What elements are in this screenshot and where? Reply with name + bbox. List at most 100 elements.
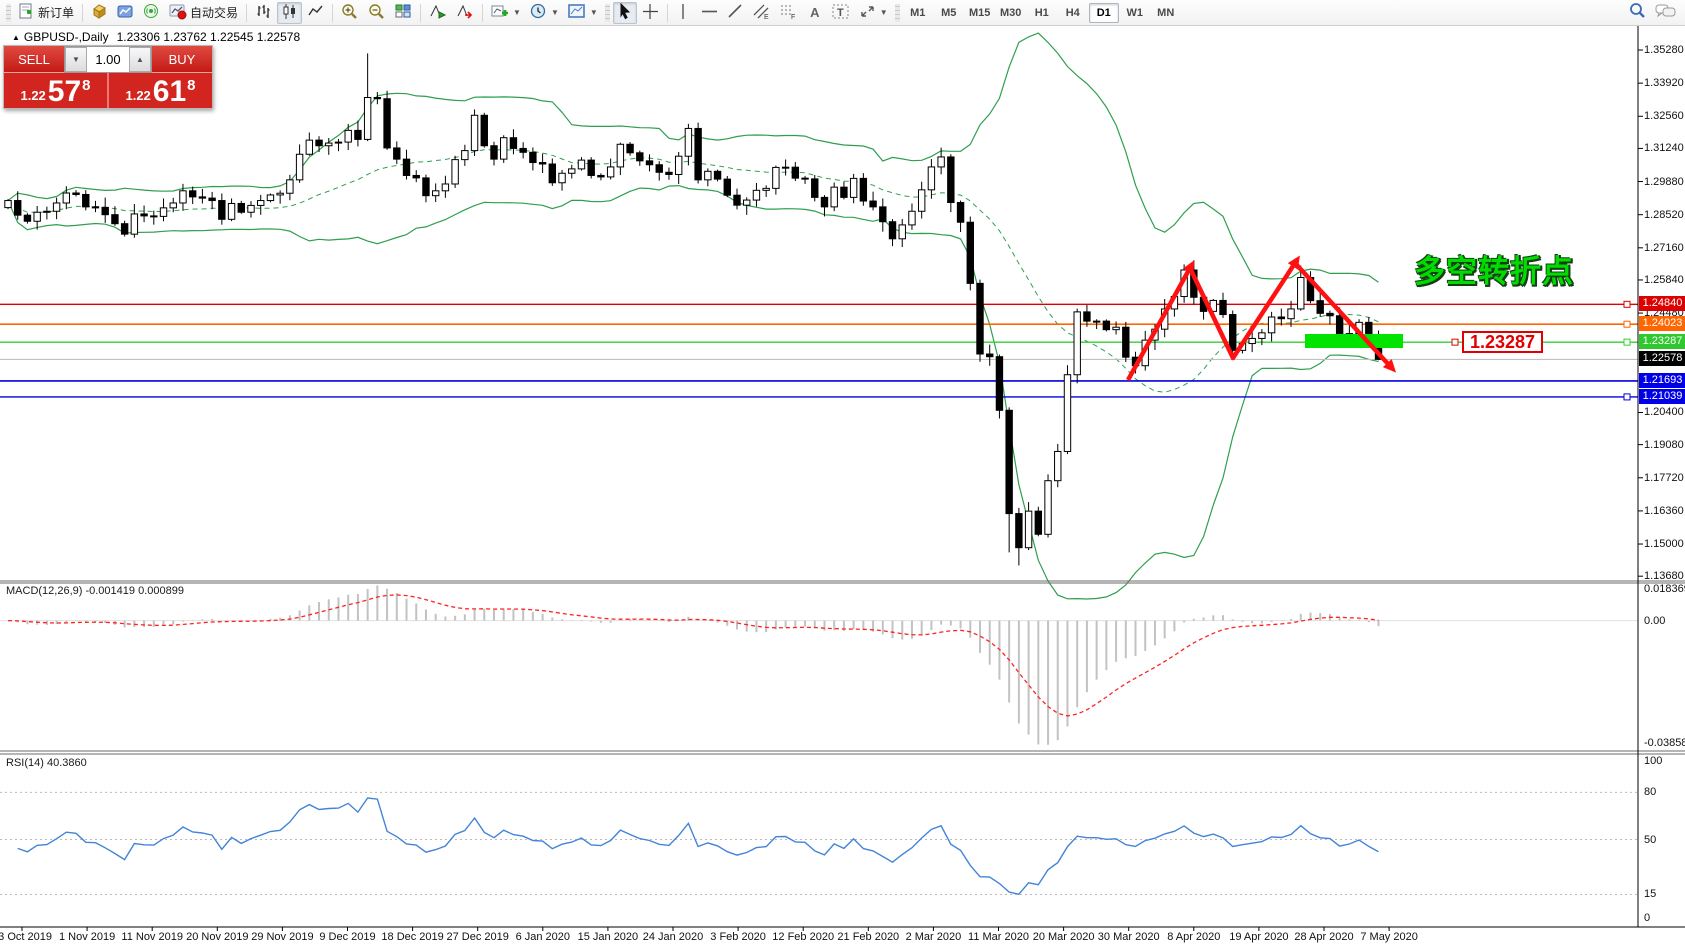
collapse-arrow[interactable]: ▲ — [12, 33, 20, 42]
separator — [82, 3, 84, 22]
svg-text:F: F — [791, 14, 795, 20]
line-chart-button[interactable] — [303, 2, 328, 24]
volume-up-button[interactable]: ▲ — [129, 47, 151, 72]
sell-price-big: 57 — [47, 75, 82, 108]
vertical-line-button[interactable] — [672, 2, 696, 24]
buy-price[interactable]: 1.22 61 8 — [109, 73, 212, 108]
separator — [246, 3, 248, 22]
chart-title: ▲ GBPUSD-,Daily 1.23306 1.23762 1.22545 1.… — [12, 30, 300, 44]
text-button[interactable]: A — [803, 2, 827, 24]
sell-price[interactable]: 1.22 57 8 — [4, 73, 107, 108]
candlestick-button[interactable] — [277, 1, 303, 24]
arrows-icon — [859, 3, 876, 23]
market-watch-button[interactable] — [87, 2, 112, 24]
bar-chart-icon — [255, 3, 272, 23]
tf-mn[interactable]: MN — [1157, 6, 1175, 19]
zoom-in-icon — [341, 3, 359, 23]
periods-icon — [530, 3, 547, 23]
tf-h4[interactable]: H4 — [1065, 6, 1080, 19]
svg-text:E: E — [764, 14, 769, 20]
crosshair-icon — [642, 3, 659, 23]
tf-m1[interactable]: M1 — [910, 6, 926, 19]
sell-price-sup: 8 — [82, 77, 91, 94]
trend-arrow-object[interactable] — [1126, 266, 1192, 382]
trendline-button[interactable] — [723, 2, 748, 24]
tf-m5[interactable]: M5 — [941, 6, 957, 19]
vertical-line-icon — [677, 3, 690, 23]
autotrading-button[interactable]: 自动交易 — [165, 2, 242, 24]
price-callout-box[interactable]: 1.23287 — [1462, 331, 1543, 353]
separator — [332, 3, 334, 22]
volume-input[interactable] — [87, 47, 129, 72]
cursor-icon — [617, 2, 632, 23]
zoom-out-button[interactable] — [364, 2, 390, 24]
tile-windows-button[interactable] — [391, 2, 416, 24]
tf-m15[interactable]: M15 — [969, 6, 991, 19]
templates-button[interactable]: ▼ — [564, 2, 602, 24]
dropdown-caret: ▼ — [589, 8, 598, 17]
data-window-button[interactable] — [113, 2, 138, 24]
buy-price-small: 1.22 — [125, 88, 151, 103]
equidistant-channel-icon: E — [753, 3, 771, 23]
symbol-period: GBPUSD-,Daily — [23, 30, 109, 44]
fibonacci-icon: F — [780, 3, 798, 23]
volume-down-button[interactable]: ▼ — [65, 47, 87, 72]
volume-spinner: ▼ ▲ — [64, 46, 152, 73]
sell-button[interactable]: SELL — [4, 46, 64, 73]
toolbar-grip[interactable] — [6, 3, 11, 22]
trend-arrow-object[interactable] — [1293, 261, 1392, 368]
data-window-icon — [117, 3, 134, 23]
green-rectangle-object[interactable] — [1305, 334, 1403, 348]
buy-price-sup: 8 — [187, 77, 196, 94]
ohlc-values: 1.23306 1.23762 1.22545 1.22578 — [116, 30, 301, 44]
tf-w1[interactable]: W1 — [1126, 6, 1143, 19]
tf-m30[interactable]: M30 — [1000, 6, 1022, 19]
new-order-label: 新订单 — [38, 6, 75, 20]
trend-arrow-object[interactable] — [1187, 261, 1297, 361]
bar-chart-button[interactable] — [251, 2, 276, 24]
auto-scroll-icon — [429, 3, 447, 23]
dropdown-caret: ▼ — [513, 8, 521, 17]
horizontal-line-icon — [701, 3, 718, 23]
chat-button[interactable] — [1651, 2, 1681, 24]
text-icon: A — [810, 5, 820, 20]
chart-shift-button[interactable] — [452, 2, 478, 24]
crosshair-button[interactable] — [638, 2, 663, 24]
tf-d1[interactable]: D1 — [1088, 2, 1119, 23]
periods-button[interactable]: ▼ — [526, 2, 563, 24]
arrows-button[interactable]: ▼ — [855, 2, 892, 24]
market-watch-icon — [91, 3, 108, 23]
equidistant-channel-button[interactable]: E — [749, 2, 775, 24]
zoom-out-icon — [368, 3, 386, 23]
fibonacci-button[interactable]: F — [776, 2, 802, 24]
search-icon — [1628, 2, 1646, 23]
text-label-button[interactable]: T — [828, 2, 854, 24]
indicators-button[interactable]: ▼ — [487, 2, 525, 24]
horizontal-line-button[interactable] — [697, 2, 722, 24]
tf-h1[interactable]: H1 — [1034, 6, 1049, 19]
cursor-button[interactable] — [612, 1, 637, 24]
separator — [666, 3, 668, 22]
tile-windows-icon — [395, 3, 412, 23]
signals-button[interactable] — [139, 2, 164, 24]
search-button[interactable] — [1624, 2, 1650, 24]
signals-icon — [143, 3, 160, 23]
templates-icon — [568, 3, 586, 23]
toolbar: 新订单 自动交易 — [0, 0, 1685, 26]
toolbar-grip[interactable] — [894, 3, 900, 22]
annotation-text[interactable]: 多空转折点 — [1414, 254, 1574, 289]
line-chart-icon — [307, 3, 324, 23]
macd-label: MACD(12,26,9) -0.001419 0.000899 — [6, 585, 184, 597]
zoom-in-button[interactable] — [337, 2, 363, 24]
buy-button[interactable]: BUY — [152, 46, 212, 73]
chat-icon — [1655, 2, 1677, 23]
chart-shift-icon — [456, 3, 474, 23]
auto-scroll-button[interactable] — [425, 2, 451, 24]
trendline-icon — [727, 3, 744, 23]
new-order-icon — [18, 3, 35, 23]
toolbar-grip[interactable] — [604, 3, 610, 22]
new-order-button[interactable]: 新订单 — [14, 2, 78, 24]
